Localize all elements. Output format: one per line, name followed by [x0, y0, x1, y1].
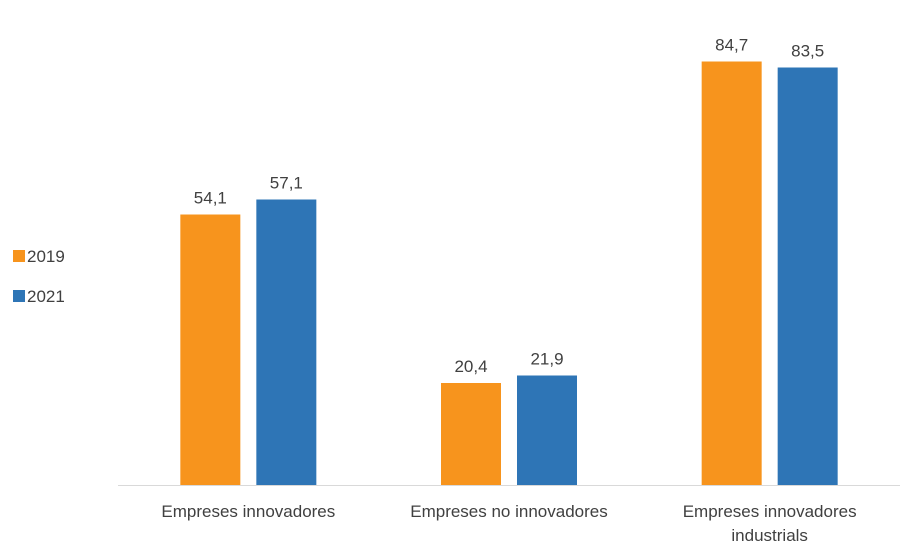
x-tick-label-0-0: Empreses innovadores — [161, 502, 335, 521]
x-tick-labels-layer: Empreses innovadores Empreses no innovado… — [161, 502, 856, 543]
bar-2021-2 — [777, 67, 838, 485]
legend-label-2019: 2019 — [27, 247, 65, 266]
legend-label-2021: 2021 — [27, 287, 65, 306]
data-label-2019-1: 20,4 — [454, 357, 487, 376]
bars-layer — [180, 61, 838, 485]
data-label-2021-0: 57,1 — [270, 174, 303, 193]
bar-2021-1 — [517, 375, 577, 485]
bar-2019-2 — [701, 61, 762, 485]
legend-swatch-2021 — [13, 290, 25, 302]
bar-2021-0 — [256, 199, 317, 485]
x-tick-label-2-0: Empreses innovadores — [683, 502, 857, 521]
data-labels-layer: 54,1 57,1 20,4 21,9 84,7 83,5 — [194, 36, 824, 377]
legend: 2019 2021 — [13, 247, 65, 306]
data-label-2019-2: 84,7 — [715, 36, 748, 55]
bar-2019-0 — [180, 214, 241, 485]
data-label-2021-1: 21,9 — [530, 350, 563, 369]
bar-2019-1 — [441, 383, 501, 485]
x-tick-label-1-0: Empreses no innovadores — [410, 502, 608, 521]
x-tick-label-2-1: industrials — [731, 526, 808, 543]
data-label-2019-0: 54,1 — [194, 189, 227, 208]
legend-swatch-2019 — [13, 250, 25, 262]
data-label-2021-2: 83,5 — [791, 42, 824, 61]
